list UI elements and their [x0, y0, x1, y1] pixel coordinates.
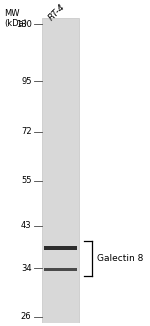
Text: MW
(kDa): MW (kDa): [4, 9, 27, 28]
Text: 95: 95: [21, 77, 32, 86]
Bar: [44, 246, 77, 250]
Text: 72: 72: [21, 127, 32, 136]
Text: 34: 34: [21, 264, 32, 273]
Text: RT-4: RT-4: [47, 2, 67, 22]
Text: 26: 26: [21, 312, 32, 321]
Text: 55: 55: [21, 176, 32, 185]
Text: 43: 43: [21, 221, 32, 230]
Text: 130: 130: [16, 20, 32, 29]
Text: Galectin 8: Galectin 8: [97, 254, 143, 263]
Bar: [42, 18, 79, 323]
Bar: [44, 268, 77, 271]
